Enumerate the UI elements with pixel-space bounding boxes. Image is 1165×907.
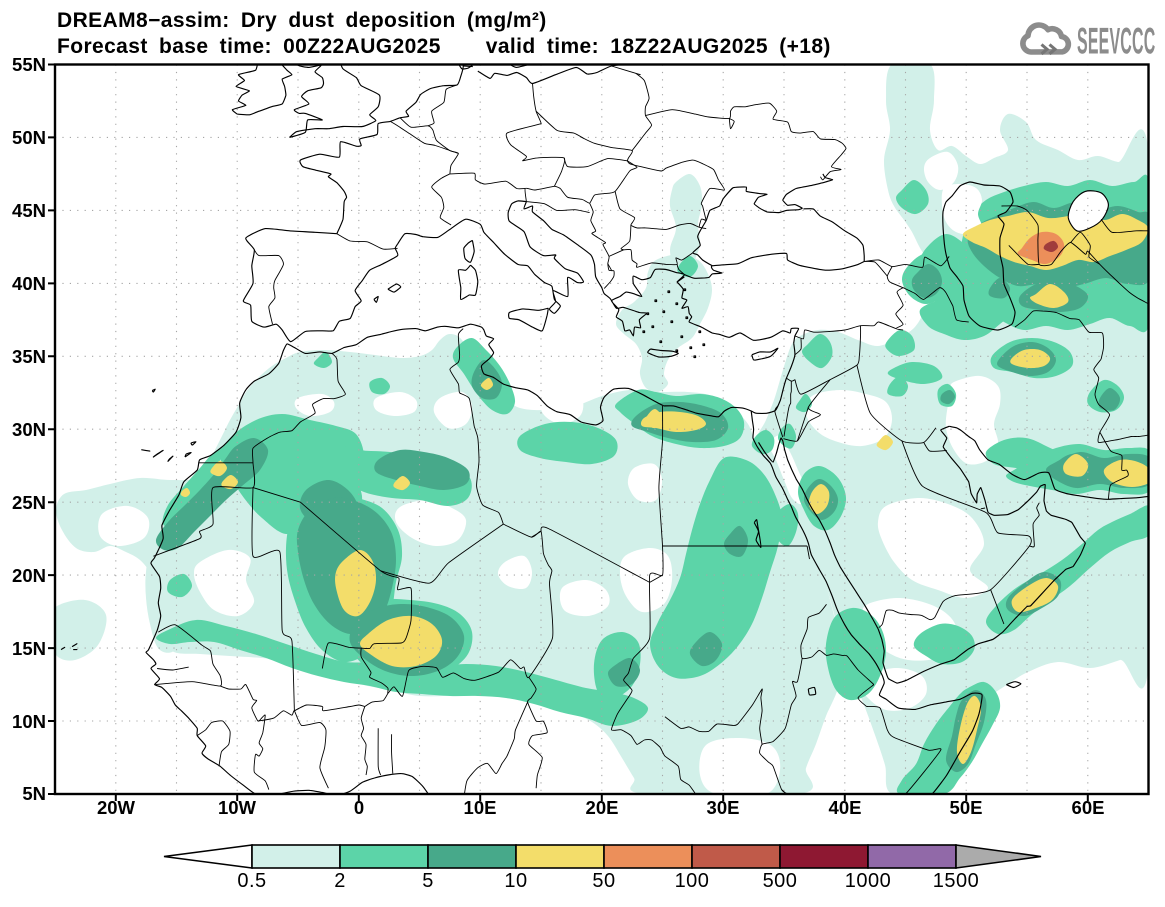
- svg-text:10N: 10N: [12, 711, 46, 732]
- svg-text:Forecast base time: 00Z22AUG20: Forecast base time: 00Z22AUG2025 valid t…: [57, 35, 831, 58]
- svg-text:5: 5: [422, 870, 434, 892]
- svg-text:55N: 55N: [12, 54, 46, 75]
- svg-text:2: 2: [334, 870, 346, 892]
- svg-text:1000: 1000: [845, 870, 892, 892]
- svg-text:20E: 20E: [586, 797, 619, 818]
- svg-text:50N: 50N: [12, 127, 46, 148]
- svg-text:40E: 40E: [829, 797, 862, 818]
- svg-text:1500: 1500: [933, 870, 980, 892]
- svg-text:500: 500: [763, 870, 798, 892]
- svg-text:20N: 20N: [12, 565, 46, 586]
- svg-text:5N: 5N: [22, 783, 46, 804]
- svg-text:10: 10: [504, 870, 527, 892]
- svg-text:40N: 40N: [12, 273, 46, 294]
- svg-text:50E: 50E: [950, 797, 983, 818]
- svg-text:30E: 30E: [707, 797, 740, 818]
- svg-text:10E: 10E: [464, 797, 497, 818]
- svg-text:SEEVCCC: SEEVCCC: [1077, 21, 1155, 63]
- svg-text:0: 0: [354, 797, 364, 818]
- svg-text:35N: 35N: [12, 346, 46, 367]
- svg-text:20W: 20W: [97, 797, 136, 818]
- svg-text:15N: 15N: [12, 638, 46, 659]
- svg-text:100: 100: [675, 870, 710, 892]
- svg-text:60E: 60E: [1072, 797, 1105, 818]
- svg-text:45N: 45N: [12, 200, 46, 221]
- svg-text:0.5: 0.5: [237, 870, 266, 892]
- svg-text:DREAM8−assim: Dry dust deposit: DREAM8−assim: Dry dust deposition (mg/m²…: [57, 9, 547, 32]
- svg-text:10W: 10W: [218, 797, 257, 818]
- svg-text:25N: 25N: [12, 492, 46, 513]
- svg-text:30N: 30N: [12, 419, 46, 440]
- svg-text:50: 50: [592, 870, 615, 892]
